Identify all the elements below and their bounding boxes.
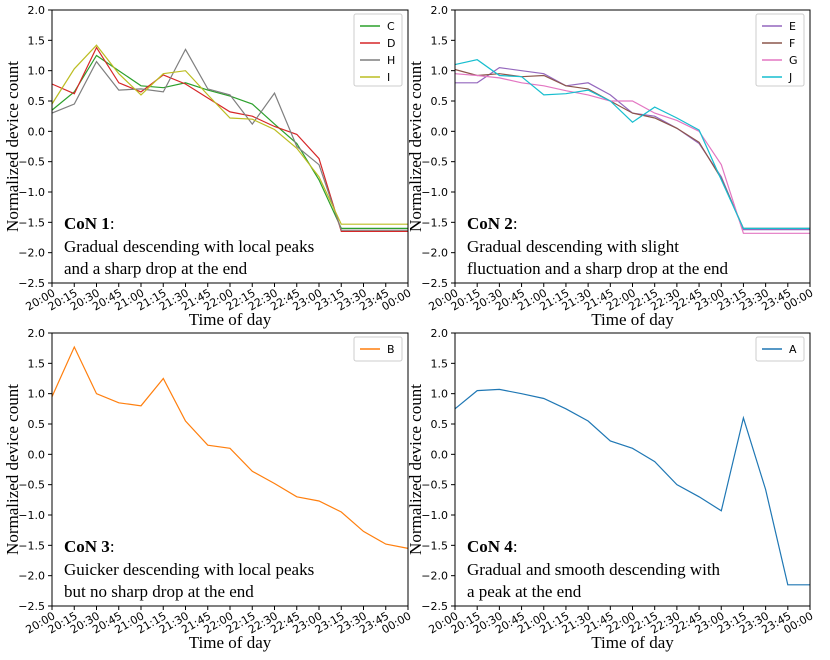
y-tick-label: −2.0 bbox=[421, 570, 448, 583]
legend-label-J: J bbox=[788, 71, 792, 84]
annotation-label: CoN 3 bbox=[64, 537, 110, 556]
legend-label-H: H bbox=[387, 54, 395, 67]
annotation-colon: : bbox=[110, 537, 115, 556]
annotation-label: CoN 4 bbox=[467, 537, 513, 556]
annotation-label: CoN 1 bbox=[64, 214, 110, 233]
y-tick-label: −1.0 bbox=[18, 509, 45, 522]
annotation-title: CoN 4: bbox=[467, 537, 518, 556]
chart-panel-3: 2.01.51.00.50.0−0.5−1.0−1.5−2.0−2.520:00… bbox=[3, 327, 414, 652]
y-tick-label: 0.5 bbox=[431, 95, 449, 108]
legend: A bbox=[755, 336, 805, 362]
y-tick-label: −1.0 bbox=[421, 186, 448, 199]
chart-panel-2: 2.01.51.00.50.0−0.5−1.0−1.5−2.0−2.520:00… bbox=[406, 4, 816, 329]
series-line-F bbox=[454, 68, 810, 229]
legend: B bbox=[353, 336, 403, 362]
y-tick-label: 1.5 bbox=[431, 34, 449, 47]
y-tick-label: 1.5 bbox=[28, 34, 46, 47]
y-tick-label: 0.5 bbox=[28, 418, 46, 431]
legend-label-C: C bbox=[387, 20, 395, 33]
annotation-line-1: Gradual and smooth descending with bbox=[467, 560, 721, 579]
series-line-J bbox=[454, 59, 810, 229]
series-line-E bbox=[455, 66, 810, 231]
y-tick-label: −0.5 bbox=[18, 156, 45, 169]
y-tick-label: −2.5 bbox=[18, 277, 45, 290]
legend-label-I: I bbox=[387, 71, 390, 84]
legend-label-G: G bbox=[789, 54, 798, 67]
y-tick-label: −1.5 bbox=[421, 539, 448, 552]
y-tick-label: −2.5 bbox=[421, 277, 448, 290]
legend-label-E: E bbox=[789, 20, 796, 33]
series-line-C bbox=[51, 54, 408, 229]
y-tick-label: −2.5 bbox=[421, 600, 448, 613]
y-tick-label: 1.0 bbox=[28, 65, 46, 78]
y-tick-label: −1.5 bbox=[18, 539, 45, 552]
y-tick-label: 1.0 bbox=[28, 388, 46, 401]
series-line-B bbox=[51, 345, 409, 549]
y-tick-label: 1.5 bbox=[431, 357, 449, 370]
annotation-label: CoN 2 bbox=[467, 214, 513, 233]
annotation-colon: : bbox=[513, 214, 518, 233]
series-line-H bbox=[51, 48, 408, 231]
x-axis-title: Time of day bbox=[189, 310, 272, 329]
y-tick-label: −0.5 bbox=[18, 479, 45, 492]
legend-label-B: B bbox=[387, 343, 395, 356]
annotation-title: CoN 1: bbox=[64, 214, 115, 233]
y-tick-label: −2.0 bbox=[18, 570, 45, 583]
y-tick-label: −1.5 bbox=[421, 216, 448, 229]
y-tick-label: −1.0 bbox=[18, 186, 45, 199]
y-tick-label: 2.0 bbox=[431, 4, 449, 17]
annotation-line-2: but no sharp drop at the end bbox=[64, 582, 254, 601]
annotation-line-1: Gradual descending with local peaks bbox=[64, 237, 314, 256]
chart-panel-1: 2.01.51.00.50.0−0.5−1.0−1.5−2.0−2.520:00… bbox=[3, 4, 414, 329]
annotation-colon: : bbox=[110, 214, 115, 233]
y-axis-title: Normalized device count bbox=[406, 61, 425, 232]
y-tick-label: −2.0 bbox=[18, 247, 45, 260]
annotation-colon: : bbox=[513, 537, 518, 556]
y-tick-label: 0.0 bbox=[28, 448, 46, 461]
series-line-G bbox=[454, 73, 810, 234]
x-axis-title: Time of day bbox=[591, 310, 674, 329]
x-axis-title: Time of day bbox=[189, 633, 272, 652]
annotation-line-1: Guicker descending with local peaks bbox=[64, 560, 314, 579]
annotation-title: CoN 3: bbox=[64, 537, 115, 556]
y-tick-label: −1.0 bbox=[421, 509, 448, 522]
y-tick-label: 0.5 bbox=[28, 95, 46, 108]
annotation-line-1: Gradual descending with slight bbox=[467, 237, 679, 256]
chart-panel-4: 2.01.51.00.50.0−0.5−1.0−1.5−2.0−2.520:00… bbox=[406, 327, 816, 652]
x-axis-title: Time of day bbox=[591, 633, 674, 652]
annotation-line-2: fluctuation and a sharp drop at the end bbox=[467, 259, 729, 278]
y-tick-label: 0.0 bbox=[431, 125, 449, 138]
annotation-title: CoN 2: bbox=[467, 214, 518, 233]
y-tick-label: −2.5 bbox=[18, 600, 45, 613]
y-tick-label: −1.5 bbox=[18, 216, 45, 229]
y-tick-label: 1.5 bbox=[28, 357, 46, 370]
y-tick-label: 2.0 bbox=[28, 4, 46, 17]
legend-label-F: F bbox=[789, 37, 795, 50]
y-tick-label: 2.0 bbox=[28, 327, 46, 340]
y-tick-label: 0.5 bbox=[431, 418, 449, 431]
series-line-A bbox=[454, 388, 810, 586]
y-tick-label: 2.0 bbox=[431, 327, 449, 340]
annotation-line-2: and a sharp drop at the end bbox=[64, 259, 248, 278]
legend-label-A: A bbox=[789, 343, 797, 356]
y-tick-label: 0.0 bbox=[431, 448, 449, 461]
y-axis-title: Normalized device count bbox=[3, 61, 22, 232]
y-tick-label: −2.0 bbox=[421, 247, 448, 260]
legend-frame bbox=[353, 13, 403, 87]
legend-frame bbox=[755, 13, 805, 87]
y-tick-label: −0.5 bbox=[421, 479, 448, 492]
y-tick-label: −0.5 bbox=[421, 156, 448, 169]
legend-label-D: D bbox=[387, 37, 395, 50]
y-tick-label: 1.0 bbox=[431, 65, 449, 78]
series-line-D bbox=[51, 46, 408, 232]
y-tick-label: 1.0 bbox=[431, 388, 449, 401]
y-tick-label: 0.0 bbox=[28, 125, 46, 138]
y-axis-title: Normalized device count bbox=[3, 384, 22, 555]
y-axis-title: Normalized device count bbox=[406, 384, 425, 555]
series-line-I bbox=[51, 44, 408, 225]
annotation-line-2: a peak at the end bbox=[467, 582, 582, 601]
